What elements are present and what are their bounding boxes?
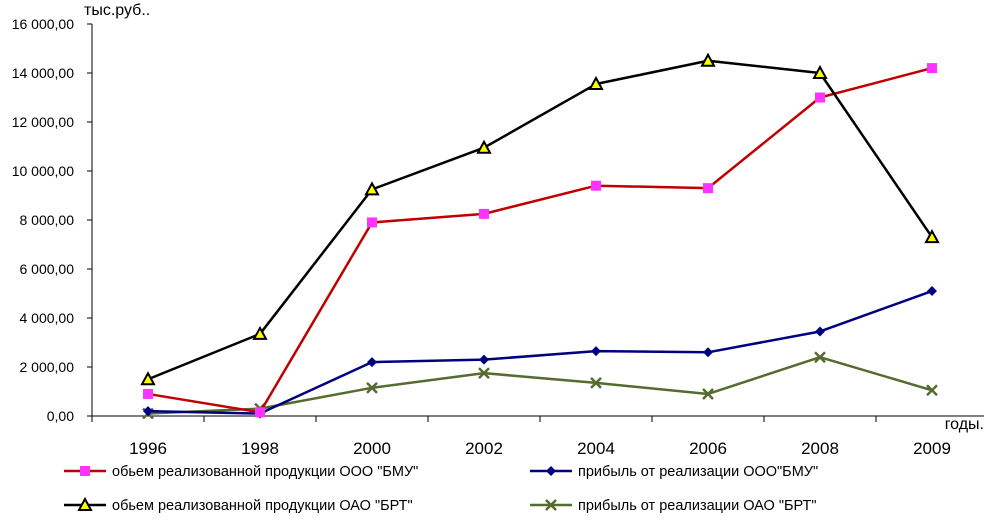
x-axis: 1996 1998 2000 2002 2004 2006 2008 2009 — [91, 415, 984, 458]
y-tick-label: 14 000,00 — [12, 65, 74, 81]
y-tick-label: 12 000,00 — [12, 114, 74, 130]
series-2 — [143, 286, 937, 419]
y-tick-label: 2 000,00 — [20, 359, 75, 375]
marker-square — [927, 63, 937, 74]
series-layer — [140, 52, 940, 420]
marker-square — [80, 466, 90, 476]
x-tick-label: 1996 — [129, 439, 167, 458]
y-tick-label: 10 000,00 — [12, 163, 74, 179]
marker-square — [255, 407, 265, 418]
marker-x — [478, 367, 490, 380]
marker-diamond — [546, 466, 556, 476]
legend-label: обьем реализованной продукции ООО "БМУ" — [112, 464, 418, 480]
legend-item-4: прибыль от реализации ОАО "БРТ" — [530, 498, 817, 514]
marker-diamond — [143, 406, 153, 417]
x-tick-label: 2004 — [577, 439, 615, 458]
marker-x — [814, 351, 826, 364]
y-tick-label: 0,00 — [47, 408, 74, 424]
marker-square — [815, 92, 825, 103]
y-tick-label: 16 000,00 — [12, 16, 74, 32]
marker-diamond — [591, 346, 601, 357]
x-axis-label: годы. — [945, 416, 984, 433]
x-tick-label: 2000 — [353, 439, 391, 458]
y-tick-label: 8 000,00 — [20, 212, 75, 228]
marker-x — [590, 377, 602, 389]
marker-diamond — [815, 326, 825, 337]
marker-triangle — [252, 325, 268, 340]
legend-label: обьем реализованной продукции ОАО "БРТ" — [112, 498, 413, 514]
marker-triangle — [77, 496, 93, 511]
legend-item-2: прибыль от реализации ООО"БМУ" — [530, 464, 818, 480]
legend-item-3: обьем реализованной продукции ОАО "БРТ" — [64, 496, 413, 514]
marker-triangle — [588, 75, 604, 91]
marker-square — [143, 388, 153, 399]
marker-diamond — [479, 354, 489, 365]
legend: обьем реализованной продукции ООО "БМУ" п… — [64, 464, 818, 514]
y-tick-label: 4 000,00 — [20, 310, 75, 326]
marker-square — [479, 208, 489, 219]
series-line — [147, 66, 933, 414]
marker-square — [367, 217, 377, 228]
y-axis-label: тыс.руб.. — [84, 2, 150, 19]
x-tick-label: 2006 — [689, 439, 727, 458]
marker-triangle — [364, 181, 380, 196]
marker-diamond — [367, 357, 377, 368]
series-3 — [140, 52, 940, 386]
legend-item-1: обьем реализованной продукции ООО "БМУ" — [64, 464, 418, 480]
marker-triangle — [812, 64, 828, 79]
marker-triangle — [700, 52, 716, 67]
marker-diamond — [927, 286, 937, 297]
marker-x — [545, 499, 557, 511]
marker-triangle — [924, 229, 940, 244]
marker-diamond — [703, 347, 713, 358]
marker-triangle — [140, 371, 156, 386]
x-tick-label: 2002 — [465, 439, 503, 458]
y-tick-label: 6 000,00 — [20, 261, 75, 277]
y-axis: 0,00 2 000,00 4 000,00 6 000,00 8 000,00 10 0… — [12, 16, 93, 424]
series-1 — [143, 63, 937, 418]
x-tick-label: 1998 — [241, 439, 279, 458]
series-line — [147, 59, 934, 381]
x-tick-label: 2008 — [801, 439, 839, 458]
marker-square — [591, 180, 601, 191]
marker-x — [926, 384, 938, 397]
marker-triangle — [476, 139, 492, 154]
marker-square — [703, 183, 713, 194]
series-line — [147, 289, 933, 415]
legend-label: прибыль от реализации ОАО "БРТ" — [578, 498, 817, 514]
x-tick-label: 2009 — [913, 439, 951, 458]
marker-x — [702, 388, 714, 400]
legend-label: прибыль от реализации ООО"БМУ" — [578, 464, 818, 480]
marker-x — [366, 381, 378, 394]
